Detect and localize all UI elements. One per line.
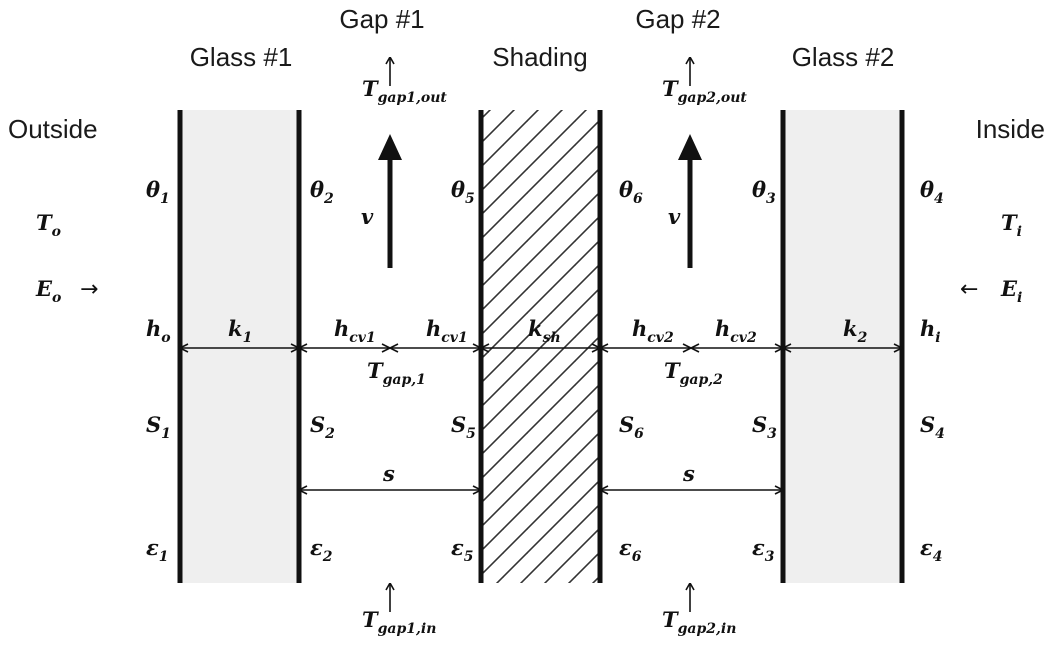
- symbol-labels: θ1 θ2 θ5 θ6 θ3 θ4 To Ti Eo Ei ho hi k1 k2 ksh hcv1 hcv1 h…: [35, 76, 1022, 637]
- symbol-theta1: θ1: [146, 177, 170, 207]
- glass1-header: Glass #1: [190, 42, 293, 72]
- symbol-Tgap2out: Tgap2,out: [662, 76, 747, 106]
- symbol-theta4: θ4: [920, 177, 944, 207]
- resistance-arrows: [180, 348, 902, 490]
- symbol-theta3: θ3: [752, 177, 776, 207]
- gap2-header: Gap #2: [635, 4, 720, 34]
- symbol-eps4: ε4: [920, 535, 943, 565]
- symbol-v1: v: [361, 204, 374, 229]
- symbol-eps1: ε1: [146, 535, 169, 565]
- symbol-s2: s: [682, 461, 695, 486]
- symbol-k1: k1: [228, 316, 252, 346]
- gap1-header: Gap #1: [339, 4, 424, 34]
- symbol-S3: S3: [752, 412, 777, 442]
- symbol-theta6: θ6: [619, 177, 643, 207]
- symbol-eps2: ε2: [310, 535, 333, 565]
- symbol-S2: S2: [310, 412, 335, 442]
- symbol-theta5: θ5: [451, 177, 475, 207]
- airflow-arrows: [378, 58, 702, 612]
- symbol-S1: S1: [146, 412, 171, 442]
- symbol-v2: v: [668, 204, 681, 229]
- symbol-S5: S5: [451, 412, 476, 442]
- symbol-Ti: Ti: [1001, 210, 1022, 240]
- symbol-Ei: Ei: [1000, 276, 1022, 306]
- symbol-eps5: ε5: [451, 535, 474, 565]
- eo-arrow: →: [80, 277, 98, 302]
- symbol-s1: s: [382, 461, 395, 486]
- symbol-hcv1a: hcv1: [334, 316, 376, 346]
- symbol-To: To: [36, 210, 61, 240]
- symbol-hcv2a: hcv2: [632, 316, 674, 346]
- glass2-header: Glass #2: [792, 42, 895, 72]
- symbol-Tgap1: Tgap,1: [367, 358, 426, 388]
- gap2-flow-arrow-head: [678, 134, 702, 160]
- gap1-flow-arrow-head: [378, 134, 402, 160]
- glass2-pane: [783, 110, 902, 583]
- symbol-k2: k2: [843, 316, 868, 346]
- symbol-Tgap2: Tgap,2: [664, 358, 723, 388]
- inside-label: Inside: [976, 114, 1045, 144]
- symbol-Tgap2in: Tgap2,in: [662, 607, 736, 637]
- symbol-ksh: ksh: [528, 316, 561, 346]
- symbol-hi: hi: [920, 316, 941, 346]
- symbol-Tgap1out: Tgap1,out: [362, 76, 447, 106]
- outside-label: Outside: [8, 114, 98, 144]
- symbol-Eo: Eo: [35, 276, 61, 306]
- symbol-eps6: ε6: [619, 535, 642, 565]
- symbol-Tgap1in: Tgap1,in: [362, 607, 436, 637]
- ei-arrow: ←: [960, 277, 978, 302]
- symbol-eps3: ε3: [752, 535, 775, 565]
- shading-layer: [481, 110, 600, 583]
- shading-header: Shading: [492, 42, 587, 72]
- symbol-S6: S6: [619, 412, 644, 442]
- glass1-pane: [180, 110, 299, 583]
- symbol-ho: ho: [146, 316, 171, 346]
- symbol-hcv1b: hcv1: [426, 316, 468, 346]
- symbol-theta2: θ2: [310, 177, 334, 207]
- symbol-hcv2b: hcv2: [715, 316, 757, 346]
- symbol-S4: S4: [920, 412, 945, 442]
